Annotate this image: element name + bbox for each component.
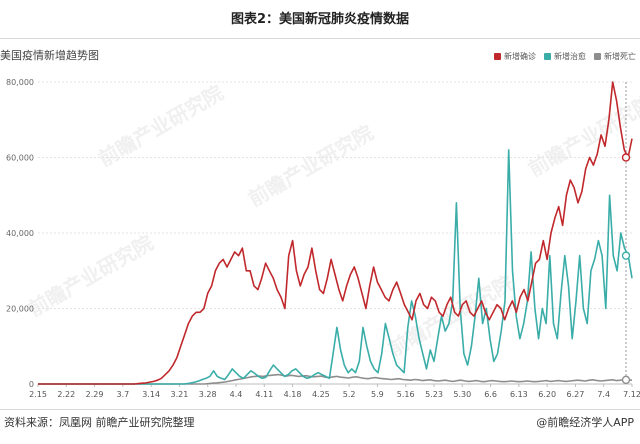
source-note: 资料来源：凤凰网 前瞻产业研究院整理 <box>4 416 195 429</box>
y-tick-label: 20,000 <box>6 305 34 314</box>
y-tick-label: 60,000 <box>6 154 34 163</box>
y-axis: 0 20,000 40,000 60,000 80,000 <box>6 78 34 389</box>
credit-note: @前瞻经济学人APP <box>536 416 634 429</box>
x-tick-label: 3.14 <box>142 390 160 399</box>
x-tick-label: 4.18 <box>284 390 302 399</box>
legend-label-confirmed: 新增确诊 <box>504 52 536 61</box>
chart-frame <box>0 38 640 410</box>
y-tick-label: 0 <box>29 380 34 389</box>
chart-title: 美国疫情新增趋势图 <box>0 49 99 62</box>
chart-series <box>38 81 633 385</box>
legend-item-confirmed[interactable]: 新增确诊 <box>494 51 536 62</box>
figure-title: 图表2：美国新冠肺炎疫情数据 <box>230 12 410 27</box>
legend-label-deaths: 新增死亡 <box>604 52 636 61</box>
x-tick-label: 5.23 <box>425 390 443 399</box>
legend-swatch-confirmed-icon <box>494 53 501 60</box>
x-tick-label: 4.25 <box>312 390 330 399</box>
legend-swatch-recovered-icon <box>544 53 551 60</box>
series-end-marker <box>621 153 631 162</box>
x-tick-label: 5.2 <box>343 390 356 399</box>
y-tick-label: 40,000 <box>6 229 34 238</box>
legend-item-recovered[interactable]: 新增治愈 <box>544 51 586 62</box>
x-tick-label: 5.16 <box>397 390 415 399</box>
y-tick-label: 80,000 <box>6 78 34 87</box>
x-tick-label: 5.9 <box>371 390 384 399</box>
x-axis: 2.15 2.22 2.29 3.7 3.14 3.21 3.28 4.4 4.11 4.18 4.… <box>29 384 640 399</box>
series-end-marker <box>621 375 631 385</box>
series-line-recovered <box>38 149 633 385</box>
x-tick-label: 5.30 <box>453 390 471 399</box>
x-tick-label: 6.13 <box>510 390 528 399</box>
series-end-marker <box>621 251 631 260</box>
x-tick-label: 2.29 <box>86 390 104 399</box>
series-line-deaths <box>38 373 633 385</box>
x-tick-label: 4.11 <box>255 390 273 399</box>
legend-swatch-deaths-icon <box>594 53 601 60</box>
x-tick-label: 4.4 <box>230 390 243 399</box>
x-tick-label: 3.7 <box>116 390 129 399</box>
x-tick-label: 6.6 <box>484 390 497 399</box>
x-tick-label: 6.20 <box>538 390 556 399</box>
legend-item-deaths[interactable]: 新增死亡 <box>594 51 636 62</box>
legend-label-recovered: 新增治愈 <box>554 52 586 61</box>
x-tick-label: 3.28 <box>199 390 217 399</box>
x-tick-label: 2.15 <box>29 390 47 399</box>
x-tick-label: 2.22 <box>57 390 75 399</box>
x-tick-label: 3.21 <box>171 390 189 399</box>
x-tick-label: 7.4 <box>597 390 610 399</box>
series-line-confirmed <box>38 81 633 385</box>
chart-legend: 新增确诊 新增治愈 新增死亡 <box>494 51 636 62</box>
x-tick-label: 6.27 <box>567 390 585 399</box>
chart-plot: 0 20,000 40,000 60,000 80,000 2.15 2.22 2.29 3.… <box>6 78 640 399</box>
x-tick-label: 7.12 <box>623 390 640 399</box>
